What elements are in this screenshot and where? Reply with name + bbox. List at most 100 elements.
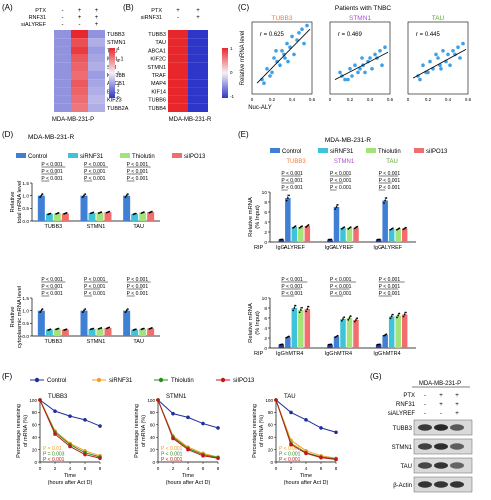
bar-dot xyxy=(41,308,44,311)
panel-a-cond-0: PTX xyxy=(35,8,46,14)
bar-dot xyxy=(65,212,68,214)
panel-a-cell xyxy=(54,79,71,88)
panel-a-scale-tick: 4 xyxy=(117,46,120,51)
p-value-label: P < 0.001 xyxy=(84,291,106,297)
p-value-label: P < 0.001 xyxy=(84,277,106,283)
x-tick-label: 4 xyxy=(305,466,308,471)
y-tick-label: 20 xyxy=(32,447,38,452)
y-tick-label: 0 xyxy=(152,460,155,465)
p-value-label: P < 0.001 xyxy=(41,291,63,297)
panel-b-gene-labels: TUBB3 TAU ABCA1 KIF2C STMN1 TRAF MAP4 KIF14 TUBB… xyxy=(147,32,166,112)
panel-b-cell xyxy=(188,62,208,71)
panel-c-point xyxy=(461,41,465,46)
y-tick-label: 8 xyxy=(264,306,267,312)
panel-c-plot-title: TUBB3 xyxy=(272,15,293,22)
panel-b-col-label: MDA-MB-231-R xyxy=(169,117,212,123)
p-value-label: P < 0.001 xyxy=(127,277,149,283)
x-label: STMN1 xyxy=(87,224,106,230)
p-value-label: P < 0.001 xyxy=(127,176,149,182)
panel-c-x-tick: 0 xyxy=(329,97,332,102)
bar-dot xyxy=(349,226,352,229)
p-value-label: P < 0.001 xyxy=(379,277,401,283)
panel-c: (C) Patients with TNBC Relative mRNA lev… xyxy=(238,3,472,111)
panel-a-mark-1-1: + xyxy=(78,15,82,21)
panel-a-cell xyxy=(88,79,105,88)
y-tick-label: 6 xyxy=(264,316,267,322)
y-tick-label: 0 xyxy=(264,240,267,246)
p-value-label: P < 0.001 xyxy=(84,169,106,175)
panel-a-mark-1-2: + xyxy=(95,15,99,21)
panel-b-cell xyxy=(188,87,208,96)
bar xyxy=(45,213,53,221)
panel-c-point xyxy=(356,70,360,75)
y-label: (% Input) xyxy=(255,311,261,335)
bar-dot xyxy=(108,326,111,329)
panel-c-point xyxy=(295,38,299,42)
panel-g-band xyxy=(450,481,464,488)
panel-f-point xyxy=(156,398,160,402)
y-tick-label: 60 xyxy=(150,423,156,428)
panel-a-cell xyxy=(88,103,105,112)
panel-f-point xyxy=(289,442,293,447)
y-label: cytoplasmic mRNA level xyxy=(17,286,23,348)
bar-dot xyxy=(84,193,87,196)
panel-a-mark-2-0: - xyxy=(62,22,64,28)
bar xyxy=(340,319,346,348)
panel-c-point xyxy=(451,49,455,53)
bar-dot xyxy=(334,208,337,211)
panel-b-scale-ticks: 1 0 -1 xyxy=(230,46,234,99)
legend-swatch xyxy=(414,148,424,153)
panel-a-scale-tick: 3 xyxy=(117,58,120,63)
bar xyxy=(96,212,104,221)
bar xyxy=(37,195,45,221)
panel-a-gene: TUBB2A xyxy=(107,106,129,112)
legend-label: Thiolutin xyxy=(132,154,155,160)
panel-b-cell xyxy=(168,95,188,104)
panel-c-plot-frame xyxy=(407,21,469,95)
y-label: Percentage remaining xyxy=(134,404,140,458)
panel-c-point xyxy=(278,63,282,67)
panel-a-mark-0-1: + xyxy=(78,8,82,14)
panel-g-blots: TUBB3 STMN1 TAU β-Actin xyxy=(392,419,473,493)
panel-c-point xyxy=(428,59,432,64)
bar xyxy=(401,228,408,242)
panel-f-p-value: P = 0.01 xyxy=(43,446,62,452)
p-value-label: P < 0.001 xyxy=(281,171,303,177)
panel-c-title: Patients with TNBC xyxy=(335,5,392,12)
panel-b-color-scale xyxy=(222,48,228,98)
bar-dot xyxy=(288,335,290,338)
x-label: hMTR4 xyxy=(334,351,352,357)
bar-dot xyxy=(336,334,339,337)
bar xyxy=(375,239,382,242)
panel-b-gene: KIF14 xyxy=(151,89,166,95)
y-tick-label: 0 xyxy=(34,460,37,465)
panel-b-gene: ABCA1 xyxy=(148,48,166,54)
bar xyxy=(304,309,311,348)
panel-f-point xyxy=(53,409,57,413)
x-label: TAU xyxy=(133,224,144,230)
bar-dot xyxy=(391,313,394,316)
y-tick-label: 1.5 xyxy=(22,296,29,302)
bar xyxy=(340,228,346,242)
panel-c-point xyxy=(338,70,342,75)
bar xyxy=(123,310,131,336)
y-tick-label: 1.5 xyxy=(22,181,29,187)
panel-a-gene: ABCB1 xyxy=(107,81,125,87)
panel-c-plot-title: TAU xyxy=(432,15,445,22)
bar-dot xyxy=(288,194,290,197)
bar-dot xyxy=(134,328,137,331)
panel-f-point xyxy=(186,415,190,420)
y-tick-label: 100 xyxy=(147,398,155,403)
panel-b-cell xyxy=(188,38,208,47)
bar xyxy=(333,207,340,242)
panel-c-fit-line xyxy=(334,51,389,80)
panel-c-letter: (C) xyxy=(238,3,249,12)
p-value-label: P < 0.001 xyxy=(281,277,303,283)
panel-e-rip-label: RIP xyxy=(254,245,264,251)
x-tick-label: 6 xyxy=(320,466,323,471)
panel-f-point xyxy=(216,456,220,461)
panel-e-igg-label: IgG xyxy=(325,351,334,357)
bar xyxy=(298,227,304,242)
bar-dot xyxy=(305,226,308,228)
panel-g-band xyxy=(434,481,448,488)
